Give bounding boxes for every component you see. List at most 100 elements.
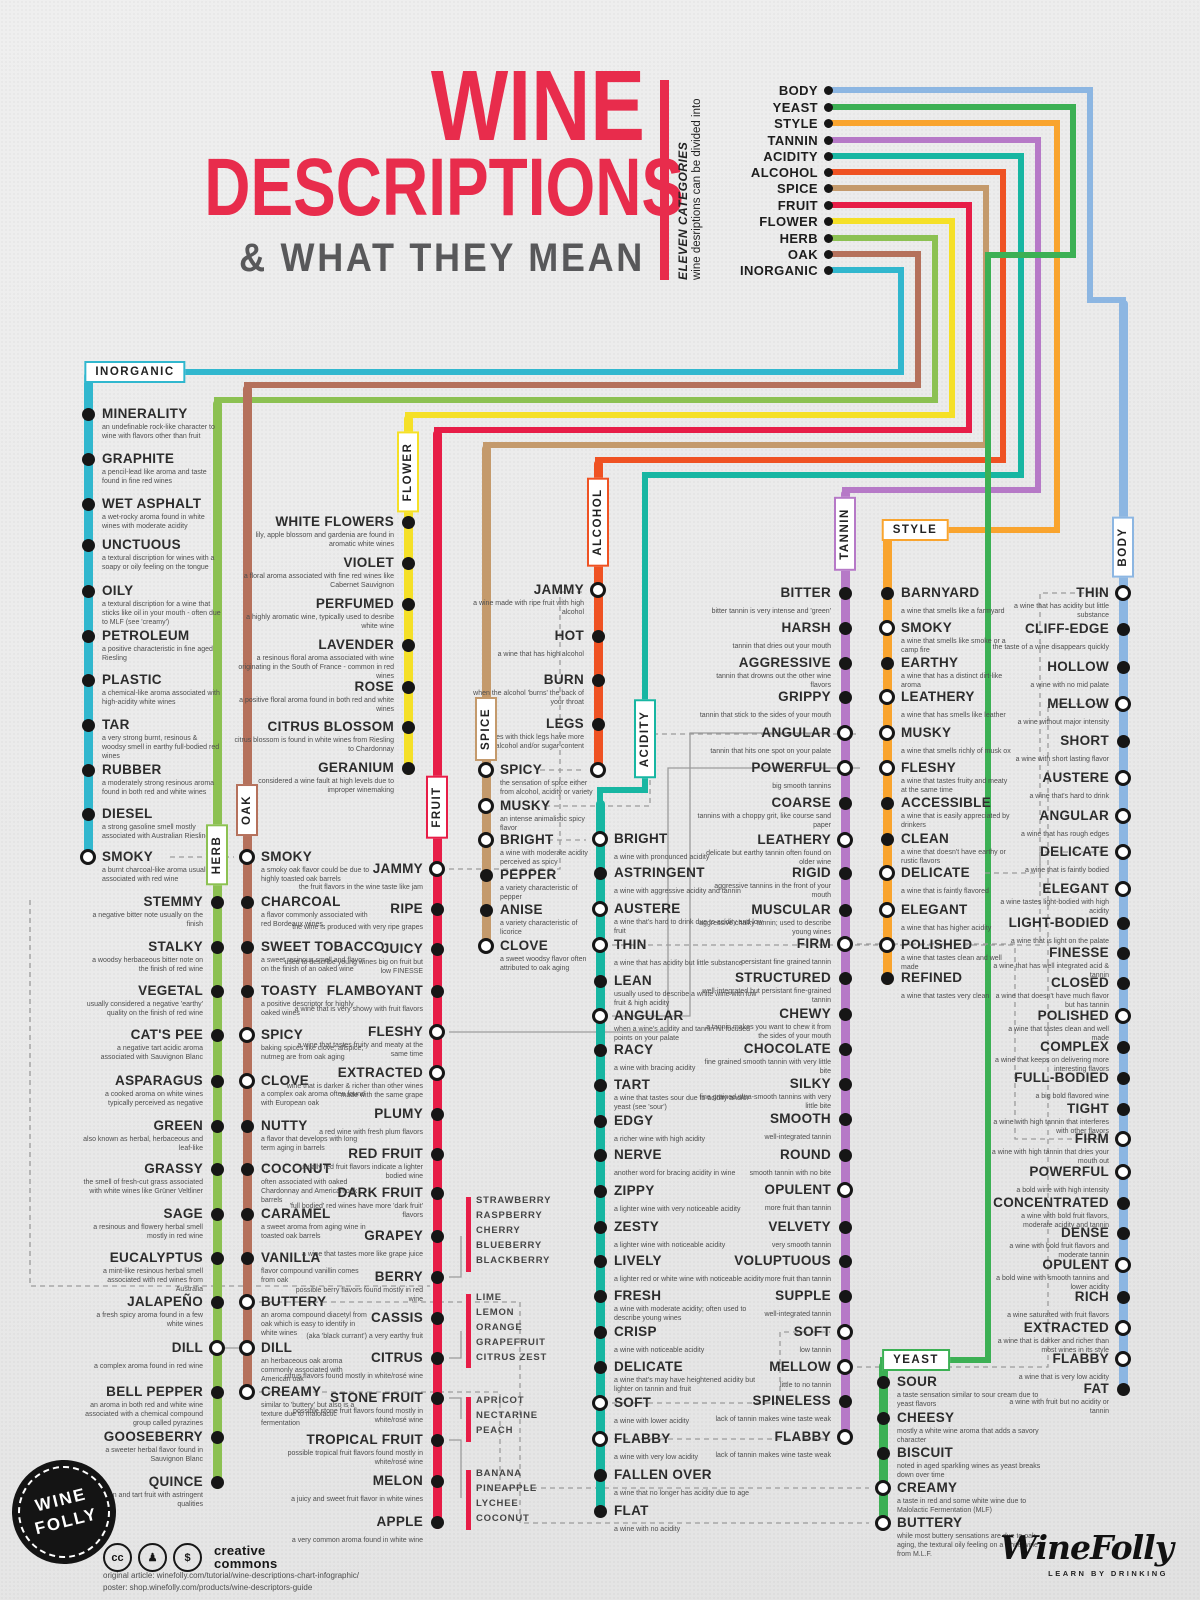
term-label: AUSTERE [614, 901, 681, 916]
term-text: HARSH tannin that dries out your mouth [611, 621, 831, 653]
term-label: RED FRUIT [348, 1146, 423, 1161]
term-desc: a complex oak aroma often found with Eur… [261, 1091, 365, 1108]
node-dot [240, 1251, 254, 1265]
term-text: OPULENT more fruit than tannin [611, 1183, 831, 1215]
cc-word-creative: creative [214, 1543, 266, 1559]
term-desc: a very common aroma found in white wine [291, 1536, 423, 1544]
legend-item-inorganic: INORGANIC [740, 263, 818, 278]
fruit-line [432, 430, 442, 1529]
term-text: SOFT low tannin [611, 1325, 831, 1357]
shared-node-dot [1114, 880, 1131, 897]
term-label: AGGRESSIVE [738, 655, 831, 670]
term-desc: a resinous and flowery herbal smell most… [93, 1224, 203, 1241]
term-label: CONCENTRATED [993, 1195, 1109, 1210]
term-label: CHOCOLATE [743, 1041, 831, 1056]
term-desc: a wine that's hard to drink [1029, 792, 1109, 800]
node-dot [81, 673, 95, 687]
term-desc: a wine with pronounced acidity [614, 853, 710, 861]
creative-commons-row: cc ♟ $ creative commons [103, 1543, 278, 1572]
term-desc: the taste of a wine disappears quickly [992, 643, 1109, 651]
term-text: EARTHY a wine that has a distinct dirt-li… [901, 656, 1121, 692]
term-text: DELICATE a wine that is faintly bodied [889, 845, 1109, 877]
node-dot [1116, 1290, 1130, 1304]
term-text: DELICATE a wine that is faintly flavored [901, 866, 1121, 898]
node-dot [401, 597, 415, 611]
term-text: PEPPER a variety characteristic of pepper [500, 868, 720, 904]
herb-label-box: HERB [206, 824, 228, 886]
node-dot [876, 1411, 890, 1425]
term-label: GOOSEBERRY [103, 1429, 203, 1444]
term-text: RICH a wine saturated with fruit flavors [889, 1290, 1109, 1322]
term-label: ANISE [500, 902, 543, 917]
term-text: NUTTY a flavor that develops with long te… [261, 1119, 481, 1155]
legend-dot-oak [823, 249, 833, 259]
node-dot [430, 1391, 444, 1405]
credit-text: original article: winefolly.com/tutorial… [103, 1570, 359, 1594]
fruit-sublist-item: CHERRY [476, 1225, 521, 1236]
term-text: SOUR a taste sensation similar to sour cr… [897, 1375, 1117, 1411]
term-text: VELVETY very smooth tannin [611, 1220, 831, 1252]
oak-label-box: OAK [236, 783, 258, 837]
legend-item-style: STYLE [774, 116, 818, 131]
term-label: MUSKY [901, 725, 952, 740]
shared-node-dot [591, 830, 608, 847]
term-desc: a wine with bracing acidity [614, 1064, 696, 1072]
term-label: FIRM [1074, 1131, 1109, 1146]
term-desc: a mint-like resinous herbal smell associ… [103, 1268, 203, 1294]
title-line-1: WINE [430, 50, 645, 162]
term-desc: a wine that doesn't have earthy or rusti… [901, 849, 1006, 866]
term-desc: a wine that's may have heightened acidit… [614, 1377, 756, 1394]
fruit-sublist-item: RASPBERRY [476, 1210, 543, 1221]
node-dot [430, 1186, 444, 1200]
node-dot [1116, 660, 1130, 674]
shared-node-dot [878, 901, 895, 918]
term-text: LAVENDER a resinous floral aroma associat… [174, 638, 394, 683]
shared-node-dot [591, 1394, 608, 1411]
term-label: CLIFF-EDGE [1025, 621, 1109, 636]
term-text: FAT a wine with fruit but no acidity or t… [889, 1382, 1109, 1418]
term-text: BARNYARD a wine that smells like a farmya… [901, 586, 1121, 618]
term-text: BELL PEPPER an aroma in both red and whit… [0, 1385, 203, 1430]
legend-item-body: BODY [778, 83, 818, 98]
node-dot [1116, 946, 1130, 960]
solid-connector [449, 1439, 462, 1498]
node-dot [81, 718, 95, 732]
term-label: SOFT [614, 1395, 652, 1410]
term-label: ASTRINGENT [614, 865, 705, 880]
term-text: GOOSEBERRY a sweeter herbal flavor found … [0, 1430, 203, 1466]
term-text: CLEAN a wine that doesn't have earthy or … [901, 832, 1121, 868]
term-desc: fine grained smooth tannin with very lit… [704, 1059, 831, 1076]
term-desc: the wine is produced with very ripe grap… [292, 923, 423, 931]
fruit-sublist-item: APRICOT [476, 1395, 525, 1406]
term-label: MINERALITY [102, 406, 188, 421]
term-text: ANISE a variety characteristic of licoric… [500, 903, 720, 939]
term-text: GRAPEY a wine that tastes more like grape… [203, 1229, 423, 1261]
term-text: CLOVE a complex oak aroma often found wit… [261, 1074, 481, 1110]
legend-item-alcohol: ALCOHOL [750, 165, 818, 180]
term-desc: a wine with bold fruit flavors and moder… [1009, 1243, 1109, 1260]
solid-connector [449, 1331, 462, 1359]
term-label: THIN [1076, 585, 1109, 600]
node-dot [210, 895, 224, 909]
term-desc: a woodsy herbaceous bitter note on the f… [92, 957, 203, 974]
term-label: STEMMY [143, 894, 203, 909]
shared-node-dot [591, 1007, 608, 1024]
node-dot [593, 866, 607, 880]
term-label: RIGID [791, 865, 831, 880]
node-dot [81, 538, 95, 552]
fruit-sublist: STRAWBERRY RASPBERRY CHERRY BLUEBERRY BLACKB… [476, 1193, 551, 1268]
cc-noncommercial-icon: $ [173, 1543, 202, 1572]
term-text: WET ASPHALT a wet-rocky aroma found in wh… [102, 497, 322, 533]
term-text: HOT a wine that has high alcohol [364, 629, 584, 661]
term-text: CAT'S PEE a negative tart acidic aroma as… [0, 1028, 203, 1064]
term-desc: tannin that hits one spot on your palate [710, 747, 831, 755]
term-label: NUTTY [261, 1118, 308, 1133]
term-text: MUSKY an intense animalistic spicy flavor [500, 799, 720, 835]
legend-item-tannin: TANNIN [767, 133, 818, 148]
dashed-connector [985, 851, 1108, 874]
term-label: COARSE [771, 795, 831, 810]
term-desc: (aka 'black currant') a very earthy frui… [306, 1332, 423, 1340]
term-text: JAMMY a wine made with ripe fruit with hi… [364, 583, 584, 619]
term-label: CITRUS BLOSSOM [267, 719, 394, 734]
